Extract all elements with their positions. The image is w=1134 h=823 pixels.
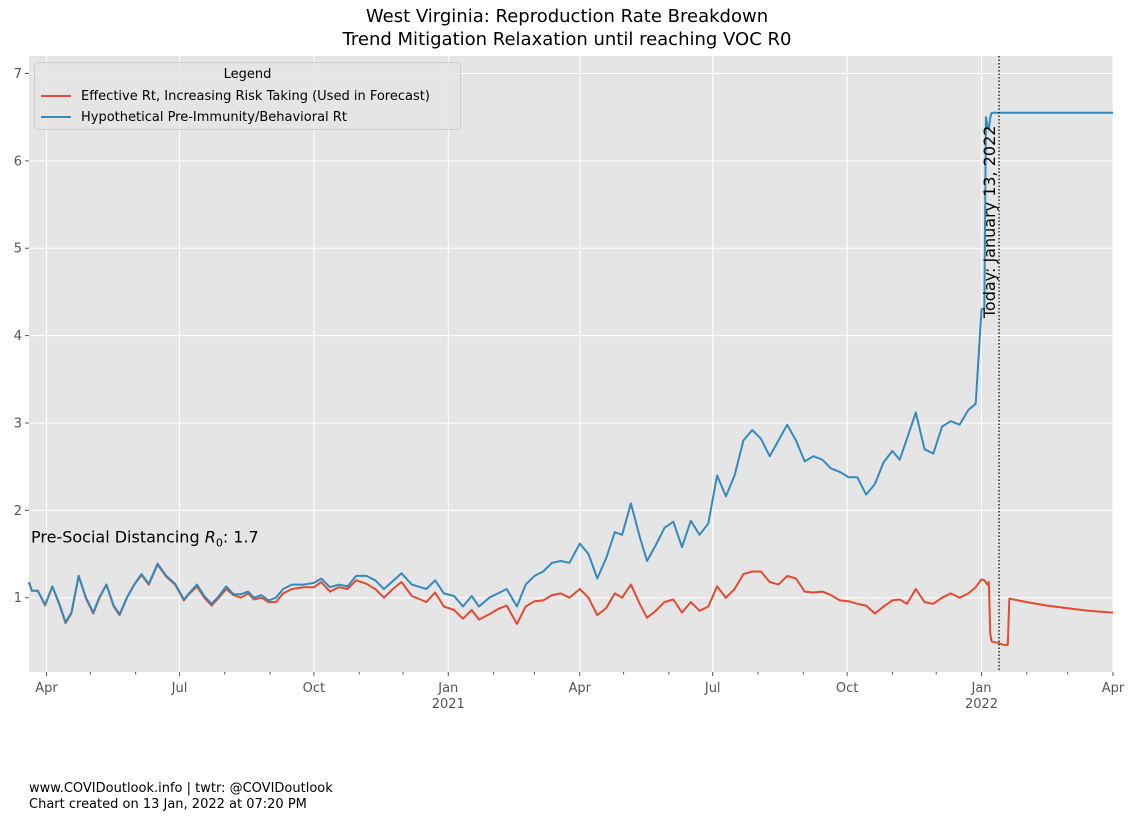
x-tick-label: Jan [437, 681, 458, 696]
y-tick-label: 2 [14, 504, 22, 519]
y-tick-label: 7 [14, 67, 22, 82]
x-tick-label: Jul [171, 681, 188, 696]
y-tick-label: 1 [14, 591, 22, 606]
x-tick-label: Oct [303, 681, 325, 696]
x-tick-label: Apr [35, 681, 58, 696]
hypothetical-rt-line [28, 111, 1113, 624]
y-tick-label: 3 [14, 416, 22, 431]
legend-swatch-red [41, 95, 71, 97]
legend-label-effective-rt: Effective Rt, Increasing Risk Taking (Us… [81, 88, 430, 104]
legend-title: Legend [223, 67, 272, 82]
legend-item-effective-rt: Effective Rt, Increasing Risk Taking (Us… [41, 87, 430, 105]
chart-title-line-1: West Virginia: Reproduction Rate Breakdo… [365, 6, 769, 27]
y-tick-label: 6 [14, 154, 22, 169]
x-tick-label: Apr [1102, 681, 1125, 696]
legend: Legend Effective Rt, Increasing Risk Tak… [34, 62, 461, 130]
legend-item-hypothetical-rt: Hypothetical Pre-Immunity/Behavioral Rt [41, 108, 347, 126]
footer-source: www.COVIDoutlook.info | twtr: @COVIDoutl… [29, 781, 333, 796]
x-tick-label: Apr [569, 681, 592, 696]
x-tick-label: Jul [704, 681, 721, 696]
pre-social-r0-label: Pre-Social Distancing R0: 1.7 [31, 528, 259, 550]
footer-created: Chart created on 13 Jan, 2022 at 07:20 P… [29, 797, 307, 812]
x-tick-year-label: 2022 [965, 697, 998, 712]
y-tick-label: 4 [14, 329, 22, 344]
plot-area [29, 56, 1113, 672]
x-tick-label: Jan [970, 681, 991, 696]
y-tick-label: 5 [14, 242, 22, 257]
legend-swatch-blue [41, 116, 71, 118]
chart-title-line-2: Trend Mitigation Relaxation until reachi… [342, 29, 792, 50]
today-label: Today: January 13, 2022 [980, 126, 999, 320]
legend-label-hypothetical-rt: Hypothetical Pre-Immunity/Behavioral Rt [81, 109, 347, 125]
x-tick-year-label: 2021 [432, 697, 465, 712]
x-tick-label: Oct [836, 681, 858, 696]
